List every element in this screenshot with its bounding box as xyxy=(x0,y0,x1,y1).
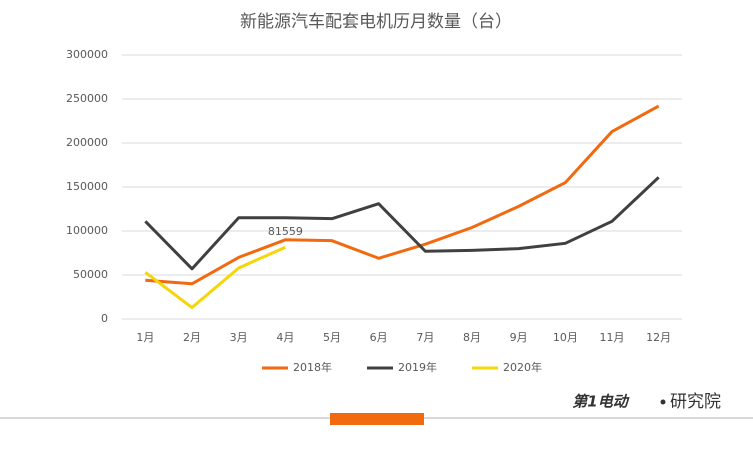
data-label: 81559 xyxy=(268,225,303,238)
x-tick-label: 6月 xyxy=(370,331,388,344)
y-tick-label: 250000 xyxy=(66,92,108,105)
chart-title: 新能源汽车配套电机历月数量（台） xyxy=(240,12,512,32)
x-tick-label: 4月 xyxy=(276,331,294,344)
x-tick-label: 9月 xyxy=(510,331,528,344)
line-series xyxy=(144,176,660,271)
x-tick-label: 5月 xyxy=(323,331,341,344)
line-series xyxy=(145,104,660,286)
x-tick-label: 8月 xyxy=(463,331,481,344)
y-tick-label: 100000 xyxy=(66,224,108,237)
x-tick-label: 7月 xyxy=(416,331,434,344)
y-tick-label: 0 xyxy=(101,312,108,325)
footer-accent xyxy=(330,413,424,425)
x-tick-label: 1月 xyxy=(136,331,154,344)
x-tick-label: 2月 xyxy=(183,331,201,344)
x-tick-label: 12月 xyxy=(646,331,671,344)
x-tick-label: 11月 xyxy=(600,331,625,344)
footer-dot xyxy=(660,399,666,405)
y-tick-label: 200000 xyxy=(66,136,108,149)
legend-label: 2018年 xyxy=(293,360,332,374)
footer-logo: 第1电动 xyxy=(572,393,629,411)
x-tick-label: 3月 xyxy=(230,331,248,344)
y-tick-label: 150000 xyxy=(66,180,108,193)
y-tick-label: 50000 xyxy=(73,268,108,281)
x-tick-label: 10月 xyxy=(553,331,578,344)
legend-label: 2019年 xyxy=(398,360,437,374)
line-series xyxy=(144,245,286,310)
footer-brand: 研究院 xyxy=(670,392,721,412)
y-tick-label: 300000 xyxy=(66,48,108,61)
legend-label: 2020年 xyxy=(503,360,542,374)
